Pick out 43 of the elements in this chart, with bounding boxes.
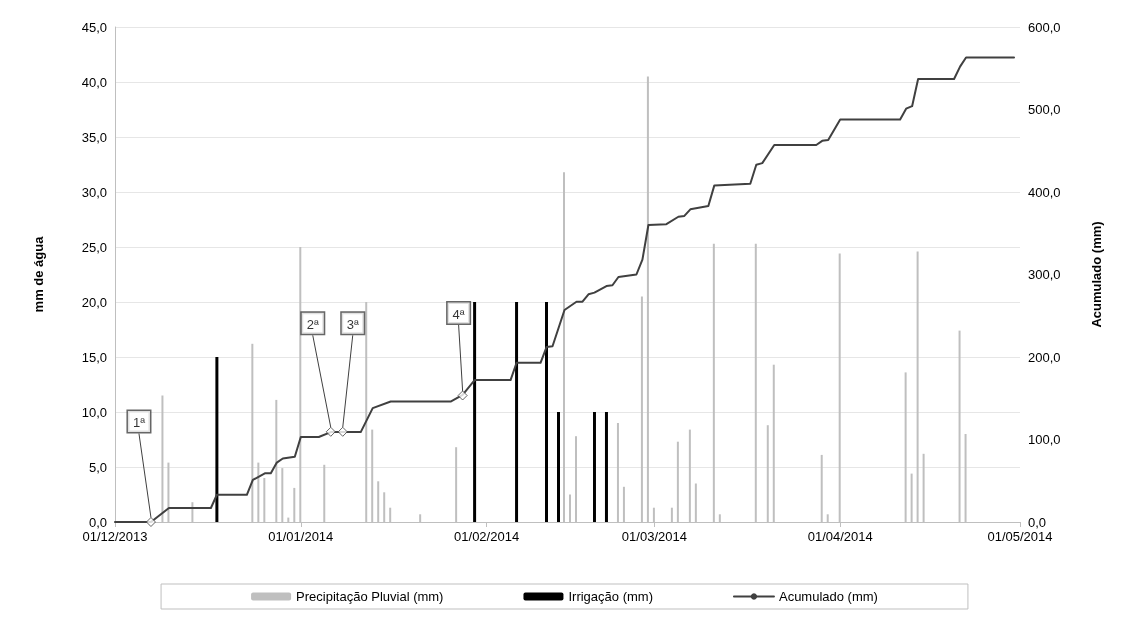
- y2-tick-label: 600,0: [1028, 19, 1061, 35]
- legend-label: Acumulado (mm): [778, 589, 878, 604]
- legend-label: Irrigação (mm): [568, 589, 653, 604]
- y2-tick-label: 300,0: [1028, 267, 1061, 282]
- x-tick-label: 01/01/2014: [268, 529, 334, 544]
- x-tick-label: 01/02/2014: [454, 529, 520, 544]
- point: [337, 426, 348, 437]
- annotation: 2ª: [306, 316, 319, 332]
- point: [457, 390, 468, 401]
- x-tick-label: 01/12/2013: [82, 529, 148, 544]
- y-tick-label: 20,0: [81, 294, 107, 310]
- bar: [604, 412, 608, 522]
- y-tick-label: 10,0: [81, 404, 107, 420]
- bar: [473, 302, 477, 522]
- y-tick-label: 30,0: [81, 184, 107, 200]
- y-tick-label: 35,0: [81, 129, 107, 145]
- y-tick-label: 45,0: [81, 19, 107, 35]
- bar: [515, 302, 519, 522]
- y2-tick-label: 200,0: [1028, 349, 1061, 365]
- bar: [592, 412, 596, 522]
- x-tick-label: 01/04/2014: [807, 529, 873, 544]
- y2-tick-label: 100,0: [1028, 432, 1061, 447]
- y-tick-label: 40,0: [81, 74, 107, 90]
- legend-label: Precipitação Pluvial (mm): [296, 589, 444, 604]
- bar: [215, 357, 219, 522]
- annotation: 1ª: [132, 415, 146, 430]
- point: [325, 426, 336, 437]
- y-tick-label: 5,0: [88, 459, 107, 475]
- y-tick-label: 0,0: [88, 514, 107, 530]
- bar: [557, 412, 561, 522]
- bar: [545, 302, 549, 522]
- y-axis-title: mm de água: [31, 235, 46, 313]
- y-tick-label: 25,0: [81, 239, 107, 255]
- annotation: 4ª: [452, 306, 465, 322]
- y2-tick-label: 0,0: [1028, 514, 1047, 530]
- y2-tick-label: 500,0: [1028, 102, 1061, 117]
- point: [145, 517, 156, 527]
- y-tick-label: 15,0: [81, 349, 107, 365]
- x-tick-label: 01/05/2014: [987, 529, 1053, 544]
- y2-tick-label: 400,0: [1028, 184, 1061, 200]
- y2-axis-title: Acumulado (mm): [1089, 221, 1104, 328]
- x-tick-label: 01/03/2014: [621, 529, 687, 544]
- annotation: 3ª: [346, 316, 359, 332]
